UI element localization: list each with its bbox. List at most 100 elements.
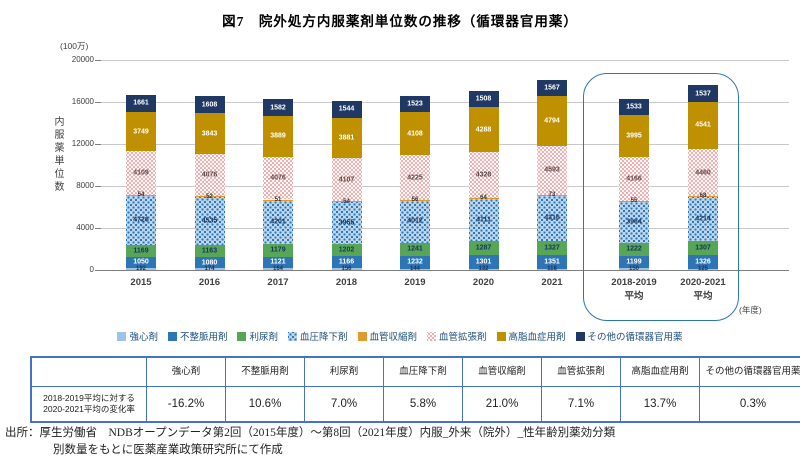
segment-value: 4328 [475, 171, 492, 179]
y-axis-unit-label: (100万) [60, 41, 89, 51]
segment-value: 144 [409, 266, 420, 273]
segment-value: 54 [343, 198, 350, 205]
segment-value: 1351 [544, 258, 560, 266]
legend-item-血管収縮剤: 血管収縮剤 [357, 329, 417, 343]
y-tick-label-4000: 4000 [76, 223, 94, 232]
bar-segment-血管収縮剤: 68 [688, 193, 718, 199]
bar-segment-不整脈用剤: 1326 [688, 254, 718, 269]
bar-segment-利尿剤: 1222 [619, 243, 649, 256]
segment-value: 3843 [201, 130, 218, 137]
segment-value: 174 [204, 266, 215, 273]
bar-segment-不整脈用剤: 1121 [263, 256, 293, 269]
segment-value: 1582 [270, 104, 286, 112]
change-rate-value: 5.8% [383, 386, 463, 423]
x-axis-label-6: 2020 [472, 277, 495, 288]
segment-value: 3881 [338, 134, 355, 142]
bar-segment-血管拡張剤: 4460 [688, 149, 718, 197]
bar-segment-血管収縮剤: 56 [400, 197, 430, 203]
legend-item-その他の循環器官用薬: その他の循環器官用薬 [575, 329, 683, 343]
bar-segment-その他の循環器官用薬: 1661 [126, 94, 156, 112]
y-tick-mark-12000 [95, 144, 101, 145]
bar-segment-高脂血症用剤: 3881 [331, 117, 362, 159]
bar-segment-血管拡張剤: 4109 [126, 151, 156, 195]
bar-segment-その他の循環器官用薬: 1608 [194, 96, 225, 114]
segment-value: 1327 [544, 244, 560, 252]
table-column-header: 高脂血症用剤 [620, 356, 700, 387]
bar-segment-高脂血症用剤: 3843 [194, 113, 225, 154]
gridline-8000 [101, 185, 789, 187]
x-axis-unit-label: (年度) [739, 305, 762, 315]
segment-value: 54 [137, 191, 145, 198]
source-note: 出所：厚生労働省 NDBオープンデータ第2回（2015年度）～第8回（2021年… [5, 425, 797, 460]
bar-segment-強心剤: 164 [263, 266, 293, 272]
segment-value: 4460 [695, 169, 711, 177]
segment-value: 4107 [338, 176, 355, 184]
bar-segment-血圧降下剤: 4012 [400, 200, 430, 243]
bar-segment-強心剤: 144 [400, 266, 430, 272]
segment-value: 4288 [475, 126, 492, 134]
bar-segment-血管拡張剤: 4107 [331, 158, 362, 202]
y-tick-label-16000: 16000 [71, 97, 94, 106]
change-rate-value: -16.2% [146, 386, 226, 423]
bar-segment-血管拡張剤: 4593 [537, 146, 567, 195]
bar-segment-血圧降下剤: 4214 [688, 196, 718, 242]
segment-value: 3995 [626, 132, 642, 140]
table-column-header: その他の循環器官用薬 [699, 356, 800, 387]
segment-value: 1523 [407, 100, 423, 108]
bar-segment-血圧降下剤: 3984 [619, 201, 649, 244]
gridline-16000 [101, 101, 789, 103]
y-tick-mark-0 [95, 270, 101, 271]
table-column-header: 不整脈用剤 [225, 356, 305, 387]
segment-value: 1232 [407, 258, 423, 266]
change-rate-value: 7.1% [541, 386, 621, 423]
x-axis-label-4: 2018 [335, 277, 358, 288]
legend-swatch-icon [117, 331, 127, 341]
x-axis-label-9: 2020-2021 平均 [680, 277, 726, 302]
y-tick-mark-20000 [95, 60, 101, 61]
bar-segment-その他の循環器官用薬: 1567 [537, 79, 567, 96]
segment-value: 4316 [544, 214, 560, 222]
segment-value: 1537 [695, 90, 711, 98]
bar-segment-血管収縮剤: 55 [619, 198, 649, 204]
segment-value: 1508 [475, 95, 492, 103]
legend-item-血圧降下剤: 血圧降下剤 [287, 329, 348, 343]
segment-value: 1166 [338, 258, 355, 266]
segment-value: 1301 [475, 258, 492, 266]
bar-segment-その他の循環器官用薬: 1544 [331, 101, 362, 118]
bar-segment-血管収縮剤: 52 [194, 194, 225, 200]
segment-value: 1287 [475, 244, 492, 252]
table-corner-cell [30, 356, 147, 387]
bar-segment-高脂血症用剤: 4794 [537, 96, 567, 147]
bar-segment-利尿剤: 1169 [126, 244, 156, 257]
table-column-header: 血管拡張剤 [541, 356, 621, 387]
bar-segment-利尿剤: 1307 [688, 241, 718, 255]
segment-value: 156 [341, 266, 352, 273]
change-rate-table: 強心剤 不整脈用剤 利尿剤 血圧降下剤 血管収縮剤 血管拡張剤 高脂血症用剤 その他の循環器官… [30, 356, 800, 423]
bar-segment-血管拡張剤: 4076 [194, 153, 225, 197]
legend-item-不整脈用剤: 不整脈用剤 [167, 329, 227, 343]
segment-value: 4225 [407, 174, 423, 182]
bar-segment-高脂血症用剤: 4108 [400, 112, 430, 156]
bar-segment-高脂血症用剤: 4541 [688, 101, 718, 150]
segment-value: 52 [206, 193, 213, 200]
segment-value: 3749 [133, 128, 149, 136]
legend-swatch-icon [496, 331, 506, 341]
bar-segment-不整脈用剤: 1199 [619, 255, 649, 269]
legend-swatch-icon [287, 331, 297, 341]
bar-segment-血管収縮剤: 51 [263, 197, 293, 203]
table-row-header: 2018-2019平均に対する 2020-2021平均の変化率 [30, 386, 147, 423]
bar-segment-不整脈用剤: 1301 [468, 254, 499, 269]
source-line-1: 出所：厚生労働省 NDBオープンデータ第2回（2015年度）～第8回（2021年… [5, 427, 616, 439]
legend-item-血管拡張剤: 血管拡張剤 [427, 329, 487, 343]
segment-value: 4108 [407, 130, 423, 138]
segment-value: 4794 [544, 117, 560, 125]
y-tick-label-8000: 8000 [76, 181, 94, 190]
bar-segment-強心剤: 174 [194, 266, 225, 272]
bar-segment-その他の循環器官用薬: 1508 [468, 91, 499, 108]
bar-segment-血管拡張剤: 4225 [400, 155, 430, 200]
bar-segment-高脂血症用剤: 3995 [619, 114, 649, 157]
segment-value: 1241 [407, 245, 423, 253]
legend-label: 強心剤 [129, 332, 158, 343]
segment-value: 73 [548, 191, 556, 198]
